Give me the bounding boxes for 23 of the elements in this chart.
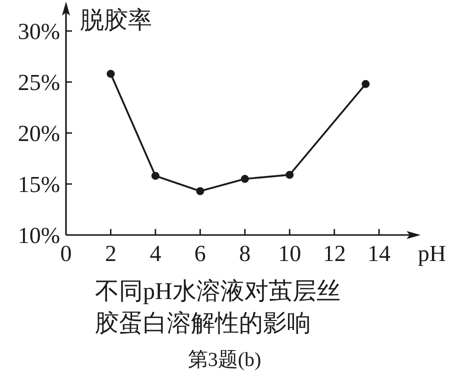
y-axis-title: 脱胶率 bbox=[80, 7, 152, 34]
text: 不同pH水溶液对茧层丝胶蛋白溶解性的影响 bbox=[95, 278, 342, 339]
x-axis-title: pH bbox=[418, 241, 446, 266]
text: 第3题(b) bbox=[186, 348, 262, 373]
x-tick-label: 0 bbox=[60, 241, 72, 266]
y-tick-label: 30% bbox=[18, 19, 60, 44]
x-tick-label: 12 bbox=[322, 241, 346, 266]
x-tick-label: 2 bbox=[104, 241, 116, 266]
y-tick-label: 15% bbox=[18, 172, 60, 197]
point bbox=[362, 80, 370, 88]
point bbox=[106, 70, 115, 78]
point bbox=[240, 174, 249, 183]
point bbox=[151, 172, 160, 180]
x-tick-label: 6 bbox=[194, 241, 206, 266]
point bbox=[286, 170, 294, 179]
y-tick-label: 10% bbox=[18, 223, 60, 248]
x-tick-label: 10 bbox=[278, 241, 302, 266]
x-tick-label: 14 bbox=[368, 241, 392, 266]
point bbox=[196, 187, 204, 196]
y-tick-label: 20% bbox=[18, 121, 60, 146]
y-tick-label: 25% bbox=[18, 70, 60, 95]
x-tick-label: 8 bbox=[239, 241, 251, 266]
x-tick-label: 4 bbox=[150, 241, 162, 266]
